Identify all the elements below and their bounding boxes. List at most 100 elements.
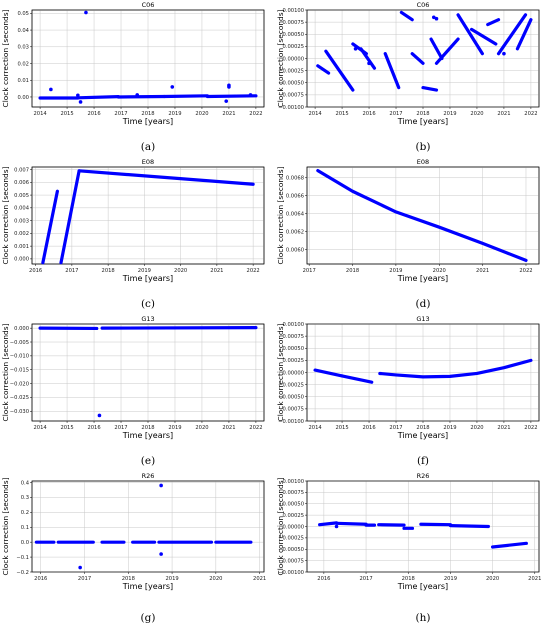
y-tick-label: 0.003 (14, 218, 29, 224)
x-tick-label: 2018 (346, 268, 359, 274)
panel-h: 2016 2017 2018 2019 2020 2021 −0.00100 −0.00075… (275, 471, 550, 628)
panel-caption: (b) (416, 141, 431, 153)
data-series-segment (421, 85, 439, 92)
y-axis-label: Clock correction [seconds] (276, 9, 285, 107)
panel-caption: (e) (141, 455, 155, 467)
x-axis-label: Time [years] (397, 431, 448, 440)
y-tick-label: 0.0062 (286, 229, 304, 235)
y-tick-label: 0.0066 (286, 194, 304, 200)
y-tick-label: 0.05 (17, 11, 29, 17)
x-tick-label: 2014 (308, 425, 322, 431)
data-point (84, 10, 88, 15)
data-series-segment (359, 47, 377, 70)
x-tick-label: 2017 (78, 576, 91, 582)
panel-b: 2014 2015 2016 2017 2018 2019 2020 2021 2022 −0.0… (275, 0, 550, 157)
y-tick-label: −0.00050 (278, 547, 304, 553)
data-point (49, 87, 53, 92)
plot-frame (31, 9, 265, 108)
data-series-segment (399, 10, 414, 22)
y-axis-label: Clock correction [seconds] (1, 323, 10, 421)
x-tick-label: 2019 (443, 111, 456, 117)
panel-f: 2014 2015 2016 2017 2018 2019 2020 2021 2022 −0.0… (275, 314, 550, 471)
x-tick-label: 2017 (65, 268, 78, 274)
y-tick-label: −0.1 (16, 555, 29, 561)
x-tick-label: 2018 (102, 268, 115, 274)
y-tick-label: 0.001 (14, 244, 29, 250)
x-tick-label: 2019 (389, 268, 402, 274)
x-tick-label: 2014 (308, 111, 322, 117)
data-series-segment (116, 94, 166, 99)
panel-caption: (g) (141, 612, 156, 624)
data-series-segment (448, 523, 490, 529)
x-tick-label: 2017 (389, 111, 402, 117)
x-tick-label: 2016 (34, 576, 47, 582)
x-tick-label: 2016 (317, 576, 330, 582)
y-axis-label: Clock correction [seconds] (1, 477, 10, 575)
y-tick-label: 0.04 (17, 28, 29, 34)
x-tick-label: 2021 (497, 425, 510, 431)
data-point (248, 93, 253, 97)
plot-frame (31, 323, 265, 422)
y-tick-label: 0.002 (14, 231, 29, 237)
y-tick-label: −0.00025 (278, 536, 304, 542)
data-point (159, 483, 163, 488)
y-tick-label: 0.00075 (283, 490, 304, 496)
data-series-segment (41, 189, 59, 265)
data-series-segment (77, 169, 255, 186)
x-tick-label: 2016 (362, 111, 375, 117)
x-tick-label: 2018 (141, 111, 154, 117)
y-tick-label: 0.0064 (286, 212, 305, 218)
panel-e: 2014 2015 2016 2017 2018 2019 2020 2021 2022 −0.0… (0, 314, 275, 471)
data-point (135, 93, 140, 97)
data-series-segment (469, 27, 498, 46)
x-tick-label: 2018 (402, 576, 415, 582)
data-series-segment (334, 521, 368, 526)
x-tick-label: 2019 (165, 576, 178, 582)
y-axis-label: Clock correction [seconds] (276, 477, 285, 575)
y-tick-label: −0.00050 (278, 395, 304, 401)
y-tick-label: −0.00075 (278, 407, 304, 413)
x-axis-label: Time [years] (122, 274, 173, 283)
data-series-segment (496, 13, 528, 56)
x-tick-label: 2019 (443, 425, 456, 431)
data-point (224, 99, 229, 103)
data-series-segment (100, 326, 258, 330)
y-tick-label: 0.00025 (283, 358, 304, 364)
y-tick-label: 0.00050 (283, 346, 304, 352)
x-tick-label: 2017 (389, 425, 402, 431)
data-series-segment (434, 37, 460, 65)
x-tick-label: 2022 (249, 111, 262, 117)
data-series-segment (383, 52, 401, 90)
y-tick-label: 0.4 (21, 480, 30, 486)
y-tick-label: 0.3 (21, 495, 29, 501)
x-tick-label: 2022 (249, 425, 262, 431)
y-tick-label: 0.007 (14, 167, 29, 173)
y-tick-label: −0.00100 (278, 419, 304, 425)
y-tick-label: −0.025 (10, 395, 29, 401)
panel-g: 2016 2017 2018 2019 2020 2021 −0.2 −0.1 0.0 0.1 0.… (0, 471, 275, 628)
x-tick-label: 2021 (222, 425, 235, 431)
y-tick-label: 0.2 (21, 510, 29, 516)
y-tick-label: 0.00075 (283, 334, 304, 340)
y-axis-label: Clock correction [seconds] (276, 166, 285, 264)
chart-f: 2014 2015 2016 2017 2018 2019 2020 2021 2022 −0.0… (276, 315, 540, 467)
y-tick-label: 0.03 (17, 45, 29, 51)
x-tick-label: 2020 (470, 425, 483, 431)
chart-e: 2014 2015 2016 2017 2018 2019 2020 2021 2022 −0.0… (1, 315, 265, 467)
plot-title: R26 (417, 472, 430, 480)
y-tick-label: 0.0060 (286, 247, 304, 253)
x-tick-label: 2018 (122, 576, 135, 582)
data-series-segment (316, 64, 331, 75)
x-tick-label: 2021 (497, 111, 510, 117)
plot-title: G13 (416, 315, 429, 323)
x-axis-label: Time [years] (397, 274, 448, 283)
y-tick-label: 0.02 (17, 61, 29, 67)
plot-title: E08 (142, 158, 154, 166)
data-series-segment (162, 94, 209, 99)
y-tick-label: 0.00000 (283, 524, 304, 530)
plot-title: G13 (141, 315, 154, 323)
panel-caption: (h) (416, 612, 431, 624)
y-tick-label: 0.000 (14, 326, 29, 332)
x-tick-label: 2018 (141, 425, 154, 431)
chart-h: 2016 2017 2018 2019 2020 2021 −0.00100 −0.00075… (276, 472, 541, 624)
